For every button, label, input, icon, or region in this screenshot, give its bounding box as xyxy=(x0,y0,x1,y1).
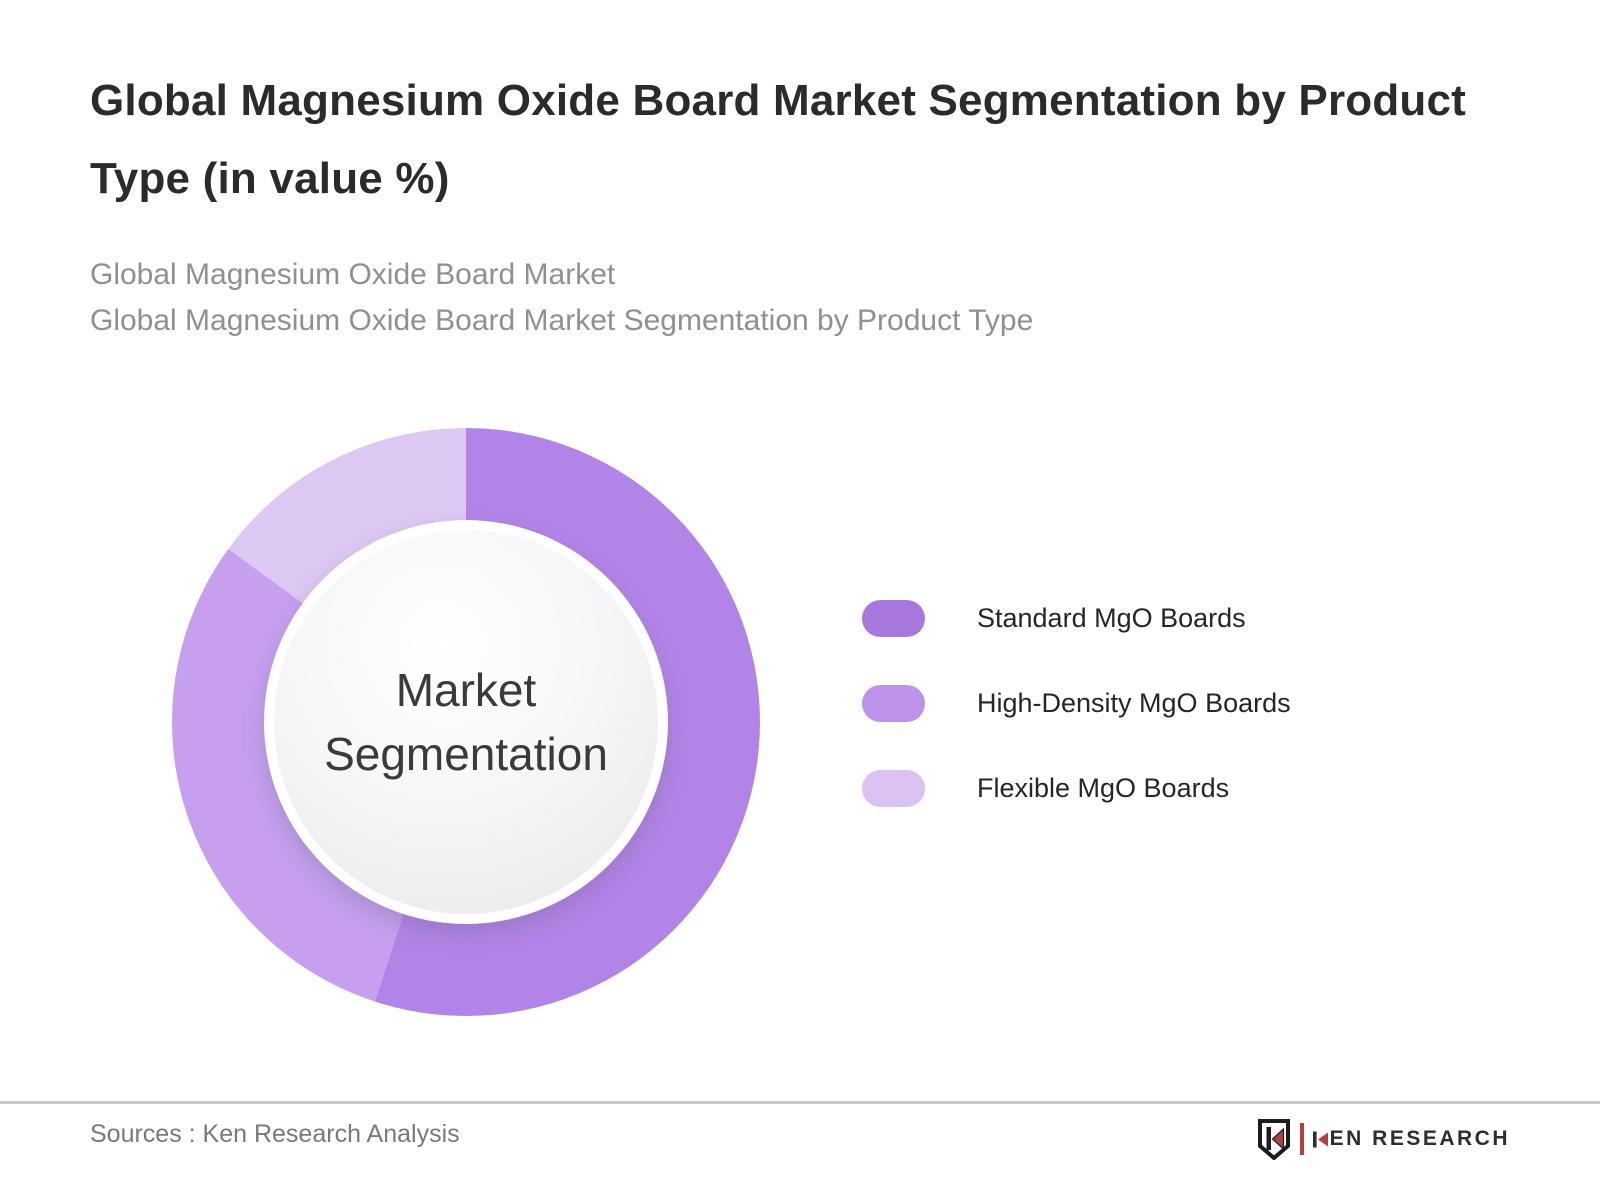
donut-hole: Market Segmentation xyxy=(264,520,668,924)
chart-subtitle: Global Magnesium Oxide Board Market Glob… xyxy=(90,252,1490,344)
brand-logo: EN RESEARCH xyxy=(1257,1116,1510,1162)
footer-divider xyxy=(0,1101,1600,1104)
donut-center: Market Segmentation xyxy=(274,530,658,914)
brand-k-glyph xyxy=(1312,1131,1328,1147)
legend-label: Standard MgO Boards xyxy=(977,603,1246,633)
page-title: Global Magnesium Oxide Board Market Segm… xyxy=(90,76,1467,203)
legend-item: High-Density MgO Boards xyxy=(862,685,1291,722)
legend-label: Flexible MgO Boards xyxy=(977,773,1230,803)
legend-swatch xyxy=(862,770,925,807)
center-label-line-1: Market xyxy=(395,664,537,716)
donut-ring: Market Segmentation xyxy=(172,428,760,1016)
subtitle-line-2: Global Magnesium Oxide Board Market Segm… xyxy=(90,304,1034,337)
legend-swatch xyxy=(862,600,925,637)
ken-research-shield-icon xyxy=(1257,1119,1290,1160)
brand-text: EN RESEARCH xyxy=(1312,1127,1510,1151)
brand-divider-bar xyxy=(1299,1123,1304,1155)
source-note: Sources : Ken Research Analysis xyxy=(90,1120,460,1148)
legend-swatch xyxy=(862,685,925,722)
legend: Standard MgO Boards High-Density MgO Boar… xyxy=(862,600,1291,807)
center-label-line-2: Segmentation xyxy=(324,728,608,780)
legend-label: High-Density MgO Boards xyxy=(977,688,1291,718)
subtitle-line-1: Global Magnesium Oxide Board Market xyxy=(90,258,616,291)
brand-text-rest: EN RESEARCH xyxy=(1329,1127,1510,1150)
legend-item: Flexible MgO Boards xyxy=(862,770,1291,807)
legend-item: Standard MgO Boards xyxy=(862,600,1291,637)
donut-chart: Market Segmentation xyxy=(172,428,760,1016)
